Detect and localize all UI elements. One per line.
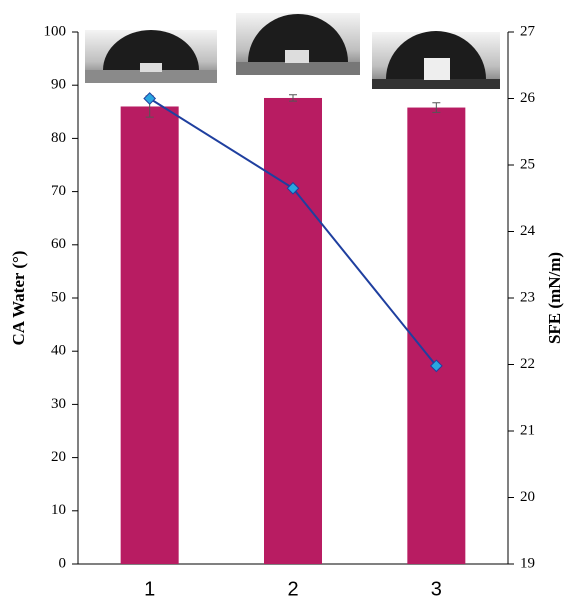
- y2-tick-label: 20: [520, 489, 535, 505]
- bar: [120, 106, 179, 564]
- y-axis-label: CA Water (°): [9, 251, 28, 346]
- y-tick-label: 80: [51, 130, 66, 146]
- y-tick-label: 90: [51, 77, 66, 93]
- y-tick-label: 70: [51, 183, 66, 199]
- y2-tick-label: 21: [520, 422, 535, 438]
- y-tick-label: 50: [51, 289, 66, 305]
- y2-tick-label: 19: [520, 555, 535, 571]
- x-tick-label: 1: [144, 578, 155, 599]
- y2-tick-label: 25: [520, 156, 535, 172]
- marker: [143, 92, 157, 105]
- droplet-photo: [372, 31, 500, 89]
- y-tick-label: 30: [51, 396, 66, 412]
- bar: [407, 107, 466, 564]
- y-tick-label: 10: [51, 502, 66, 518]
- error-bar: [432, 102, 441, 113]
- y-tick-label: 0: [59, 555, 67, 571]
- y-tick-label: 20: [51, 449, 66, 465]
- y-tick-label: 60: [51, 236, 66, 252]
- marker: [429, 359, 443, 373]
- droplet-photo: [85, 30, 217, 83]
- marker: [286, 181, 300, 195]
- y2-tick-label: 22: [520, 356, 535, 372]
- x-tick-label: 2: [287, 578, 298, 599]
- bar: [264, 97, 322, 564]
- y-tick-label: 40: [51, 343, 66, 359]
- droplet-photo: [236, 13, 360, 75]
- y2-tick-label: 23: [520, 289, 535, 305]
- y-tick-label: 100: [44, 23, 67, 39]
- error-bar: [289, 94, 297, 102]
- y2-axis-label: SFE (mN/m): [545, 252, 564, 344]
- y2-tick-label: 27: [520, 23, 536, 39]
- x-tick-label: 3: [431, 578, 442, 599]
- y2-tick-label: 24: [520, 223, 536, 239]
- y2-tick-label: 26: [520, 90, 536, 106]
